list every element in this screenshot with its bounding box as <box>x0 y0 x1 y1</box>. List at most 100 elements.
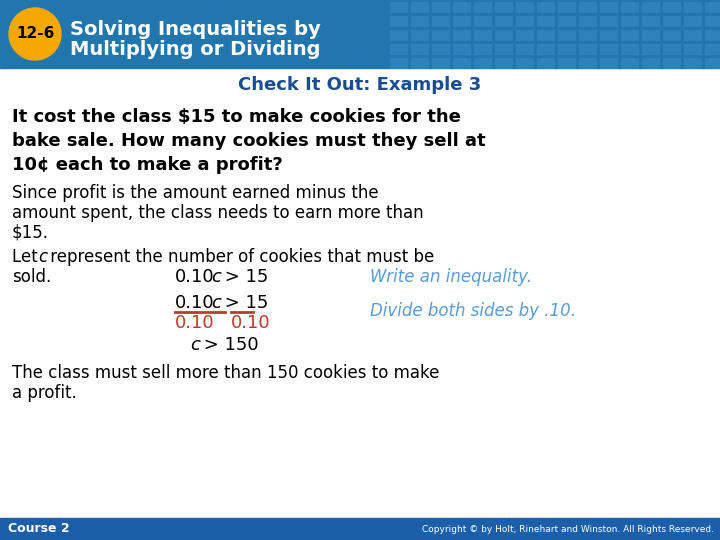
Bar <box>432 44 450 55</box>
Circle shape <box>9 8 61 60</box>
Bar <box>537 58 555 69</box>
Bar <box>411 30 429 41</box>
Text: 0.10: 0.10 <box>175 268 215 286</box>
Bar <box>684 16 702 27</box>
Text: 12-6: 12-6 <box>16 26 54 42</box>
Bar <box>390 44 408 55</box>
Bar <box>390 58 408 69</box>
Bar <box>600 16 618 27</box>
Text: 0.10: 0.10 <box>231 314 271 332</box>
Bar <box>663 2 681 13</box>
Text: amount spent, the class needs to earn more than: amount spent, the class needs to earn mo… <box>12 204 423 222</box>
Text: > 15: > 15 <box>219 294 269 312</box>
Text: represent the number of cookies that must be: represent the number of cookies that mus… <box>45 248 434 266</box>
Bar <box>390 16 408 27</box>
Bar <box>411 58 429 69</box>
Text: c: c <box>190 336 200 354</box>
Bar <box>621 16 639 27</box>
Bar <box>0 0 720 68</box>
Text: The class must sell more than 150 cookies to make: The class must sell more than 150 cookie… <box>12 364 439 382</box>
Bar <box>495 44 513 55</box>
Text: Solving Inequalities by: Solving Inequalities by <box>70 20 320 39</box>
Bar <box>705 58 720 69</box>
Bar <box>537 2 555 13</box>
Bar <box>642 30 660 41</box>
Text: 0.10: 0.10 <box>175 314 215 332</box>
Bar <box>621 44 639 55</box>
Bar <box>663 30 681 41</box>
Bar <box>663 44 681 55</box>
Bar <box>558 16 576 27</box>
Text: Copyright © by Holt, Rinehart and Winston. All Rights Reserved.: Copyright © by Holt, Rinehart and Winsto… <box>422 524 714 534</box>
Bar <box>537 30 555 41</box>
Text: sold.: sold. <box>12 268 51 286</box>
Bar <box>432 16 450 27</box>
Text: > 15: > 15 <box>219 268 269 286</box>
Bar <box>705 16 720 27</box>
Bar <box>579 44 597 55</box>
Text: $15.: $15. <box>12 224 49 242</box>
Bar <box>663 16 681 27</box>
Bar <box>516 44 534 55</box>
Bar <box>474 30 492 41</box>
Bar <box>705 2 720 13</box>
Bar <box>621 30 639 41</box>
Bar <box>579 16 597 27</box>
Text: c: c <box>38 248 47 266</box>
Bar <box>0 518 720 540</box>
Bar <box>600 58 618 69</box>
Text: c: c <box>211 268 221 286</box>
Bar <box>453 44 471 55</box>
Bar <box>558 30 576 41</box>
Bar <box>684 58 702 69</box>
Bar <box>663 58 681 69</box>
Bar <box>453 16 471 27</box>
Bar <box>600 2 618 13</box>
Bar <box>600 30 618 41</box>
Text: c: c <box>211 294 221 312</box>
Text: bake sale. How many cookies must they sell at: bake sale. How many cookies must they se… <box>12 132 485 150</box>
Bar <box>642 44 660 55</box>
Bar <box>495 2 513 13</box>
Bar <box>537 16 555 27</box>
Bar <box>495 16 513 27</box>
Text: Course 2: Course 2 <box>8 523 70 536</box>
Bar <box>390 2 408 13</box>
Text: 10¢ each to make a profit?: 10¢ each to make a profit? <box>12 156 283 174</box>
Bar <box>684 2 702 13</box>
Bar <box>642 2 660 13</box>
Bar <box>558 44 576 55</box>
Bar <box>684 44 702 55</box>
Bar <box>621 2 639 13</box>
Bar <box>705 44 720 55</box>
Text: Divide both sides by .10.: Divide both sides by .10. <box>370 302 576 320</box>
Bar <box>495 30 513 41</box>
Bar <box>390 30 408 41</box>
Bar <box>579 58 597 69</box>
Text: 0.10: 0.10 <box>175 294 215 312</box>
Bar <box>453 30 471 41</box>
Bar <box>642 16 660 27</box>
Bar <box>411 16 429 27</box>
Bar <box>516 16 534 27</box>
Bar <box>516 2 534 13</box>
Bar <box>474 2 492 13</box>
Bar <box>579 30 597 41</box>
Bar <box>432 58 450 69</box>
Bar <box>558 58 576 69</box>
Text: Let: Let <box>12 248 43 266</box>
Bar <box>537 44 555 55</box>
Bar <box>411 2 429 13</box>
Bar <box>432 2 450 13</box>
Text: Multiplying or Dividing: Multiplying or Dividing <box>70 40 320 59</box>
Bar <box>453 58 471 69</box>
Bar <box>705 30 720 41</box>
Text: > 150: > 150 <box>198 336 258 354</box>
Bar <box>600 44 618 55</box>
Text: a profit.: a profit. <box>12 384 77 402</box>
Bar <box>642 58 660 69</box>
Bar <box>453 2 471 13</box>
Bar <box>495 58 513 69</box>
Bar <box>432 30 450 41</box>
Text: Check It Out: Example 3: Check It Out: Example 3 <box>238 76 482 94</box>
